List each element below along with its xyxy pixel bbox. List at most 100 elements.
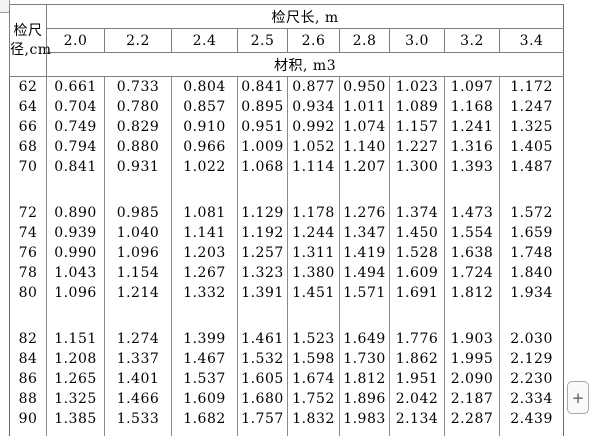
volume-cell: 1.674 bbox=[287, 369, 340, 389]
diameter-cell: 68 bbox=[9, 137, 47, 157]
volume-cell: 1.316 bbox=[444, 137, 500, 157]
volume-cell: 1.638 bbox=[444, 243, 500, 263]
volume-cell: 2.129 bbox=[498, 349, 565, 369]
volume-cell: 2.287 bbox=[444, 409, 500, 429]
volume-cell: 0.950 bbox=[339, 76, 390, 97]
empty-cell bbox=[46, 429, 105, 436]
volume-cell: 0.939 bbox=[46, 223, 105, 243]
header-row-1: 检尺 径,cm 检尺长, m bbox=[9, 4, 565, 77]
volume-cell: 0.890 bbox=[46, 203, 105, 223]
volume-cell: 1.241 bbox=[444, 117, 500, 137]
diameter-cell: 64 bbox=[9, 97, 47, 117]
volume-cell: 0.877 bbox=[287, 76, 340, 97]
empty-cell bbox=[104, 429, 172, 436]
empty-cell bbox=[287, 303, 340, 329]
volume-cell: 1.089 bbox=[389, 97, 445, 117]
volume-cell: 1.347 bbox=[339, 223, 390, 243]
empty-cell bbox=[444, 177, 500, 203]
empty-cell bbox=[171, 429, 238, 436]
volume-cell: 1.325 bbox=[46, 389, 105, 409]
volume-cell: 1.609 bbox=[171, 389, 238, 409]
volume-cell: 0.704 bbox=[46, 97, 105, 117]
volume-cell: 1.461 bbox=[237, 329, 288, 349]
empty-cell bbox=[339, 177, 390, 203]
volume-cell: 1.466 bbox=[104, 389, 172, 409]
empty-cell bbox=[237, 429, 288, 436]
empty-cell bbox=[9, 177, 47, 203]
empty-cell bbox=[389, 429, 445, 436]
table-row-diameter-62: 62 0.661 0.733 0.804 0.841 0.877 0.950 1.023 1.0… bbox=[9, 76, 565, 97]
volume-cell: 0.951 bbox=[237, 117, 288, 137]
volume-cell: 1.494 bbox=[339, 263, 390, 283]
zoom-in-button[interactable]: + bbox=[567, 381, 589, 414]
table-row-diameter-66: 66 0.749 0.829 0.910 0.951 0.992 1.074 1.157 1.2… bbox=[9, 117, 565, 137]
diameter-cell: 70 bbox=[9, 157, 47, 177]
table-row-diameter-68: 68 0.794 0.880 0.966 1.009 1.052 1.140 1.227 1.3… bbox=[9, 137, 565, 157]
volume-cell: 0.733 bbox=[104, 76, 172, 97]
volume-cell: 1.043 bbox=[46, 263, 105, 283]
volume-cell: 1.129 bbox=[237, 203, 288, 223]
volume-cell: 1.040 bbox=[104, 223, 172, 243]
volume-cell: 2.439 bbox=[498, 409, 565, 429]
group-gap-row bbox=[9, 303, 565, 329]
volume-cell: 1.385 bbox=[46, 409, 105, 429]
volume-cell: 1.203 bbox=[171, 243, 238, 263]
volume-cell: 1.052 bbox=[287, 137, 340, 157]
volume-cell: 1.374 bbox=[389, 203, 445, 223]
volume-cell: 0.804 bbox=[171, 76, 238, 97]
table-row-diameter-80: 80 1.096 1.214 1.332 1.391 1.451 1.571 1.691 1.8… bbox=[9, 283, 565, 303]
table-row-diameter-84: 84 1.208 1.337 1.467 1.532 1.598 1.730 1.862 1.9… bbox=[9, 349, 565, 369]
volume-cell: 0.661 bbox=[46, 76, 105, 97]
empty-cell bbox=[498, 429, 565, 436]
volume-cell: 1.862 bbox=[389, 349, 445, 369]
volume-cell: 1.023 bbox=[389, 76, 445, 97]
col-header-length-3.0: 3.0 bbox=[389, 28, 445, 53]
volume-cell: 1.311 bbox=[287, 243, 340, 263]
volume-cell: 0.992 bbox=[287, 117, 340, 137]
volume-cell: 0.880 bbox=[104, 137, 172, 157]
volume-cell: 0.931 bbox=[104, 157, 172, 177]
volume-cell: 1.537 bbox=[171, 369, 238, 389]
volume-cell: 1.068 bbox=[237, 157, 288, 177]
empty-cell bbox=[444, 303, 500, 329]
col-header-length-2.5: 2.5 bbox=[237, 28, 288, 53]
volume-cell: 1.903 bbox=[444, 329, 500, 349]
volume-cell: 1.776 bbox=[389, 329, 445, 349]
volume-cell: 2.030 bbox=[498, 329, 565, 349]
corner-header-diameter: 检尺 径,cm bbox=[9, 4, 51, 77]
empty-cell bbox=[339, 303, 390, 329]
diameter-cell: 74 bbox=[9, 223, 47, 243]
volume-cell: 1.450 bbox=[389, 223, 445, 243]
table-row-diameter-76: 76 0.990 1.096 1.203 1.257 1.311 1.419 1.528 1.6… bbox=[9, 243, 565, 263]
volume-cell: 1.157 bbox=[389, 117, 445, 137]
volume-cell: 2.042 bbox=[389, 389, 445, 409]
volume-cell: 1.276 bbox=[339, 203, 390, 223]
volume-cell: 1.401 bbox=[104, 369, 172, 389]
volume-cell: 1.214 bbox=[104, 283, 172, 303]
volume-cell: 1.192 bbox=[237, 223, 288, 243]
volume-cell: 1.096 bbox=[104, 243, 172, 263]
volume-cell: 1.983 bbox=[339, 409, 390, 429]
volume-cell: 1.274 bbox=[104, 329, 172, 349]
volume-cell: 1.832 bbox=[287, 409, 340, 429]
table-row-diameter-64: 64 0.704 0.780 0.857 0.895 0.934 1.011 1.089 1.1… bbox=[9, 97, 565, 117]
volume-unit-header: 材积, m3 bbox=[45, 52, 565, 77]
header-row-3: 材积, m3 bbox=[10, 52, 565, 77]
volume-cell: 2.230 bbox=[498, 369, 565, 389]
empty-cell bbox=[498, 303, 565, 329]
volume-cell: 1.840 bbox=[498, 263, 565, 283]
volume-cell: 1.399 bbox=[171, 329, 238, 349]
table-row-diameter-90: 90 1.385 1.533 1.682 1.757 1.832 1.983 2.134 2.2… bbox=[9, 409, 565, 429]
volume-cell: 1.605 bbox=[237, 369, 288, 389]
empty-cell bbox=[104, 303, 172, 329]
volume-cell: 1.598 bbox=[287, 349, 340, 369]
empty-cell bbox=[444, 429, 500, 436]
empty-cell bbox=[498, 177, 565, 203]
table-row-diameter-86: 86 1.265 1.401 1.537 1.605 1.674 1.812 1.951 2.0… bbox=[9, 369, 565, 389]
empty-cell bbox=[9, 303, 47, 329]
diameter-cell: 90 bbox=[9, 409, 47, 429]
diameter-cell: 80 bbox=[9, 283, 47, 303]
volume-cell: 0.934 bbox=[287, 97, 340, 117]
volume-cell: 1.419 bbox=[339, 243, 390, 263]
